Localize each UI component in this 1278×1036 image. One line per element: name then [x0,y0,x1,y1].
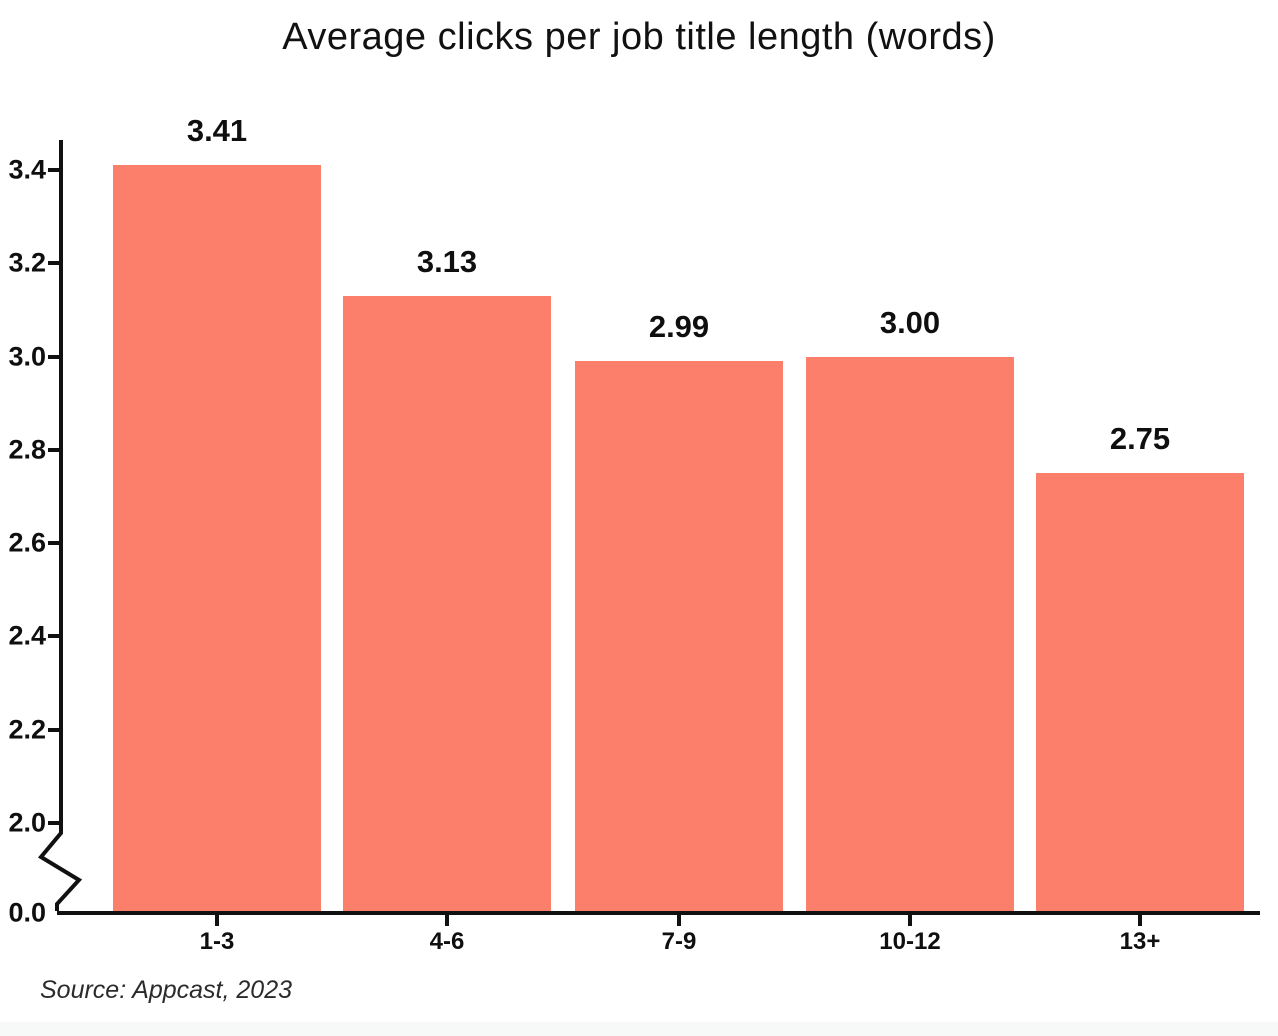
y-tick-label: 2.4 [8,620,46,651]
x-tick-label: 10-12 [879,928,941,955]
bar-value-label: 2.75 [1109,421,1171,456]
x-tick-mark [215,915,219,926]
y-tick-mark [48,728,60,732]
y-tick-label: 3.0 [8,341,46,372]
bottom-strip [0,1022,1278,1036]
chart-title: Average clicks per job title length (wor… [282,16,996,58]
y-tick-mark [48,541,60,545]
x-tick-mark [1138,915,1142,926]
bar-value-label: 2.99 [648,309,710,344]
y-tick-label: 0.0 [8,897,46,928]
y-tick-label: 2.0 [8,807,46,838]
y-tick-mark [48,355,60,359]
bar-10-12 [806,357,1014,911]
x-tick-mark [908,915,912,926]
source-note: Source: Appcast, 2023 [40,976,293,1004]
bar-value-label: 3.41 [186,113,248,148]
y-tick-mark [48,168,60,172]
x-tick-mark [445,915,449,926]
bar-value-label: 3.00 [879,305,941,340]
y-tick-label: 3.4 [8,154,46,185]
y-axis-line-with-break-icon [37,140,83,911]
bar-4-6 [343,296,551,911]
x-tick-label: 4-6 [429,928,465,955]
y-tick-mark [48,634,60,638]
y-tick-label: 2.6 [8,527,46,558]
x-tick-label: 7-9 [661,928,697,955]
y-tick-mark [48,261,60,265]
bar-1-3 [113,165,321,911]
bar-value-label: 3.13 [416,244,478,279]
y-tick-label: 2.8 [8,434,46,465]
x-tick-mark [677,915,681,926]
y-tick-label: 3.2 [8,247,46,278]
y-tick-mark [48,448,60,452]
bar-7-9 [575,361,783,911]
y-tick-mark [48,821,60,825]
y-tick-label: 2.2 [8,714,46,745]
bar-13+ [1036,473,1244,911]
x-tick-label: 13+ [1119,928,1161,955]
x-tick-label: 1-3 [199,928,235,955]
